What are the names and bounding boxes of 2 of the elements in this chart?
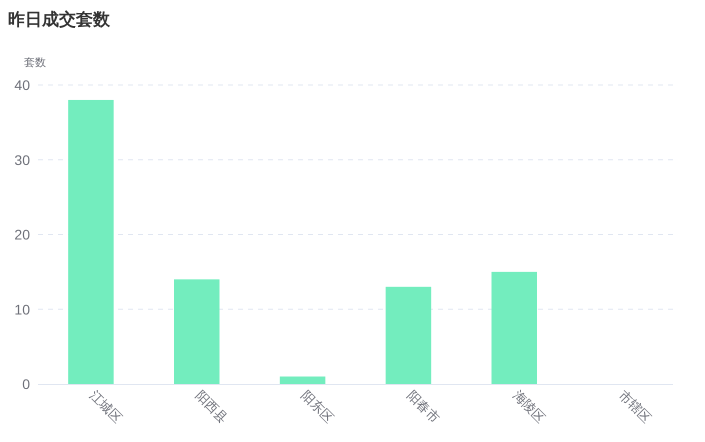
title: 昨日成交套数: [8, 10, 110, 29]
ylabel: 套数: [24, 57, 46, 69]
